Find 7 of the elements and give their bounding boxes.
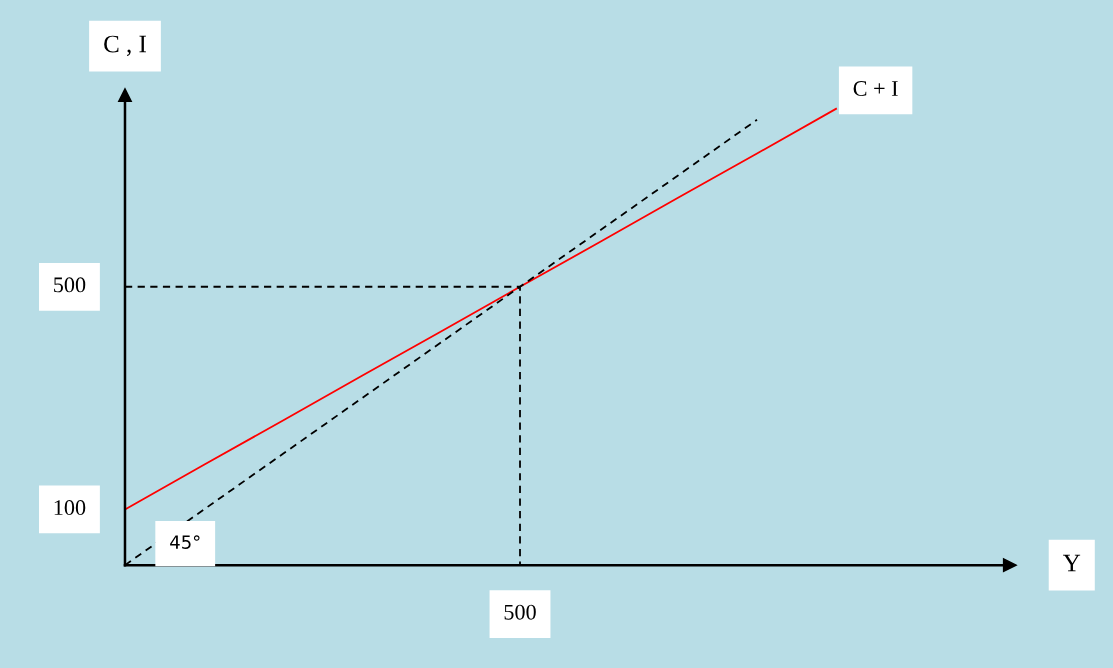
text: 500: [54, 277, 86, 293]
text: 100: [54, 500, 86, 516]
series-label: C + I: [853, 81, 898, 96]
annotation: 500: [504, 604, 536, 620]
annotation: 45°: [170, 535, 200, 549]
x-axis-title: Y: [1063, 554, 1081, 572]
y-axis-title: C , I: [104, 35, 146, 57]
